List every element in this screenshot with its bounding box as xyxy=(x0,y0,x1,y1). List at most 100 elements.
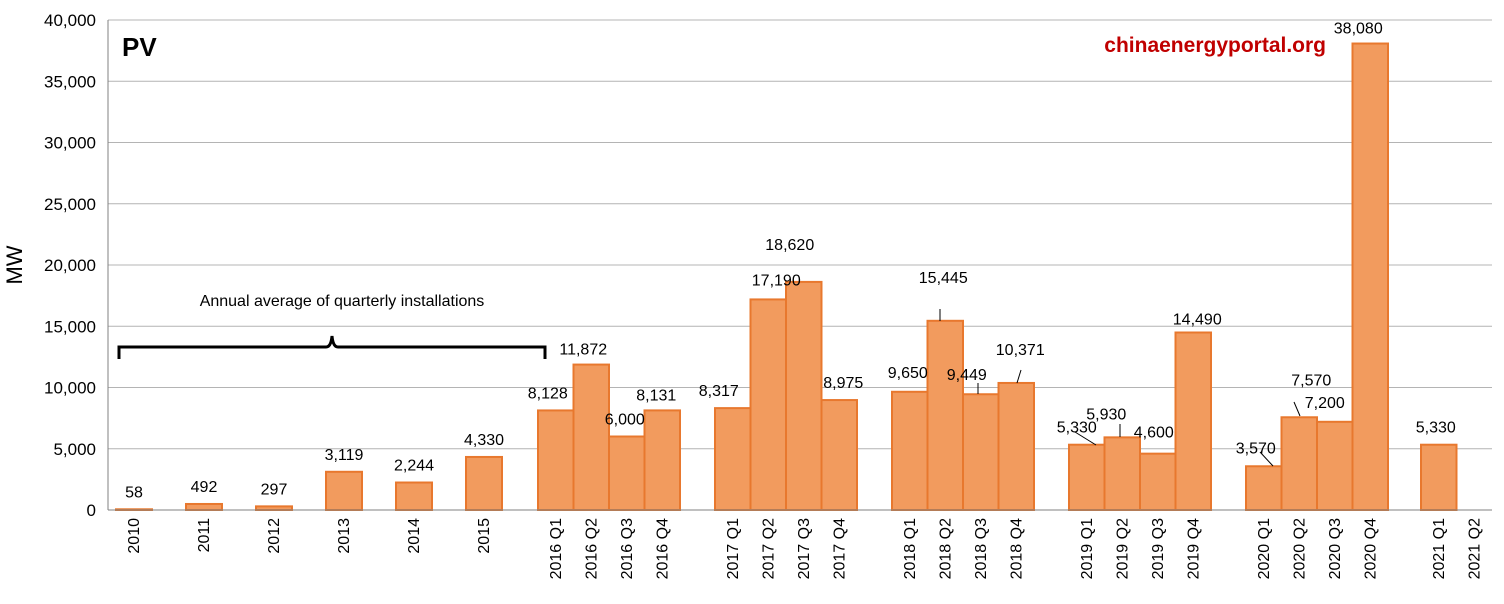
x-category-label: 2016 Q2 xyxy=(583,518,600,579)
data-label: 8,317 xyxy=(699,383,739,400)
bar xyxy=(997,381,1035,512)
bar xyxy=(1139,452,1177,511)
data-label: 58 xyxy=(125,484,143,501)
bar xyxy=(1351,42,1389,512)
label-leader-lines xyxy=(939,309,1301,467)
bar xyxy=(749,298,787,511)
bar xyxy=(926,319,964,511)
y-tick-label: 40,000 xyxy=(44,11,96,30)
x-category-label: 2013 xyxy=(336,518,353,554)
data-label: 3,570 xyxy=(1236,440,1276,457)
y-tick-label: 20,000 xyxy=(44,256,96,275)
data-labels: 58 492 297 3,119 2,244 4,330 8,128 11,872 6,000 8… xyxy=(125,21,1456,502)
data-label: 9,650 xyxy=(888,365,928,382)
x-category-label: 2017 Q4 xyxy=(831,518,848,579)
bar xyxy=(1174,331,1212,511)
label-leader-line xyxy=(1293,401,1301,417)
label-leader-line xyxy=(1259,451,1274,467)
data-label: 8,131 xyxy=(636,387,676,404)
x-category-label: 2016 Q3 xyxy=(619,518,636,579)
bar xyxy=(1245,465,1283,511)
bar xyxy=(395,481,433,511)
bar xyxy=(891,390,929,512)
x-category-label: 2015 xyxy=(476,518,493,554)
data-label: 7,200 xyxy=(1305,395,1345,412)
bar xyxy=(325,470,363,511)
data-label: 297 xyxy=(261,481,288,498)
bar xyxy=(185,502,223,511)
bar xyxy=(643,409,681,512)
label-leader-line xyxy=(1016,369,1022,384)
source-watermark: chinaenergyportal.org xyxy=(1104,34,1326,57)
x-category-label: 2016 Q4 xyxy=(654,518,671,579)
bar xyxy=(820,399,858,511)
x-category-label: 2014 xyxy=(406,518,423,554)
x-category-label: 2011 xyxy=(196,518,213,553)
y-tick-label: 10,000 xyxy=(44,379,96,398)
chart-title: PV xyxy=(122,32,157,62)
x-category-label: 2018 Q3 xyxy=(973,518,990,579)
x-category-label: 2020 Q3 xyxy=(1327,518,1344,579)
bar xyxy=(1316,420,1354,511)
data-label: 5,330 xyxy=(1416,420,1456,437)
x-category-label: 2017 Q1 xyxy=(725,518,742,579)
x-category-label: 2021 Q1 xyxy=(1431,518,1448,579)
data-label: 14,490 xyxy=(1173,311,1222,328)
bar xyxy=(714,407,752,512)
annotation-brace xyxy=(117,335,547,359)
x-category-label: 2019 Q2 xyxy=(1114,518,1131,579)
y-tick-label: 5,000 xyxy=(53,440,96,459)
x-category-label: 2019 Q3 xyxy=(1150,518,1167,579)
x-category-label: 2010 xyxy=(126,518,143,554)
bar xyxy=(1280,416,1318,511)
annotation-text: Annual average of quarterly installation… xyxy=(200,293,485,310)
y-tick-label: 35,000 xyxy=(44,72,96,91)
data-label: 5,930 xyxy=(1086,406,1126,423)
bar xyxy=(572,363,610,511)
data-label: 3,119 xyxy=(325,447,364,464)
x-category-label: 2018 Q1 xyxy=(902,518,919,579)
quarterly-average-annotation: Annual average of quarterly installation… xyxy=(117,293,547,359)
bar xyxy=(1103,436,1141,512)
bar xyxy=(1420,443,1458,511)
data-label: 11,872 xyxy=(559,342,607,359)
y-axis-title: MW xyxy=(2,245,27,284)
bar xyxy=(785,280,823,511)
data-label: 4,600 xyxy=(1134,425,1174,442)
x-category-label: 2020 Q4 xyxy=(1362,518,1379,579)
data-label: 18,620 xyxy=(765,237,814,254)
x-category-label: 2012 xyxy=(266,518,283,554)
bar xyxy=(537,409,575,512)
data-label: 6,000 xyxy=(605,412,645,429)
x-category-label: 2019 Q1 xyxy=(1079,518,1096,579)
y-tick-label: 15,000 xyxy=(44,317,96,336)
x-category-label: 2021 Q2 xyxy=(1466,518,1483,579)
data-label: 8,128 xyxy=(528,385,568,402)
x-category-label: 2017 Q2 xyxy=(760,518,777,579)
x-category-label: 2020 Q2 xyxy=(1291,518,1308,579)
data-label: 38,080 xyxy=(1334,21,1383,38)
bar xyxy=(962,393,1000,512)
data-label: 8,975 xyxy=(823,375,863,392)
x-category-label: 2020 Q1 xyxy=(1256,518,1273,579)
data-label: 9,449 xyxy=(947,367,987,384)
data-label: 2,244 xyxy=(394,458,434,475)
bar xyxy=(465,455,503,511)
x-category-label: 2017 Q3 xyxy=(796,518,813,579)
label-leader-line xyxy=(1074,431,1097,446)
data-label: 17,190 xyxy=(752,272,801,289)
y-axis-tick-labels: 0 5,000 10,000 15,000 20,000 25,000 30,000 35,0… xyxy=(44,11,96,520)
bars xyxy=(115,42,1458,512)
y-tick-label: 30,000 xyxy=(44,134,96,153)
data-label: 7,570 xyxy=(1291,372,1331,389)
y-tick-label: 25,000 xyxy=(44,195,96,214)
data-label: 5,330 xyxy=(1057,420,1097,437)
x-category-label: 2018 Q4 xyxy=(1008,518,1025,579)
x-category-label: 2016 Q1 xyxy=(548,518,565,579)
data-label: 10,371 xyxy=(996,342,1045,359)
data-label: 492 xyxy=(191,479,218,496)
bar xyxy=(1068,443,1106,511)
x-category-label: 2018 Q2 xyxy=(937,518,954,579)
bar xyxy=(608,435,646,511)
x-category-label: 2019 Q4 xyxy=(1185,518,1202,579)
